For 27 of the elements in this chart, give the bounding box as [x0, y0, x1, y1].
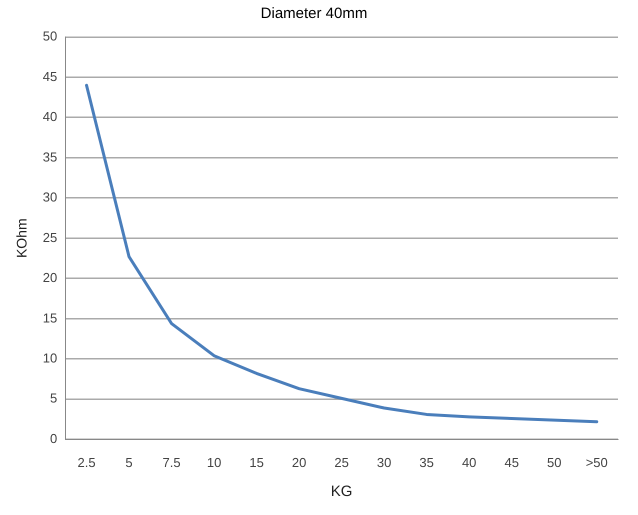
y-tick-label: 25 — [42, 230, 58, 245]
y-tick-label: 0 — [50, 430, 58, 446]
x-tick-label: 10 — [206, 454, 222, 470]
y-tick-label: 35 — [42, 149, 58, 164]
chart-title: Diameter 40mm — [260, 5, 368, 22]
x-tick-label: 45 — [504, 454, 519, 470]
x-tick-label: 50 — [546, 454, 562, 470]
y-tick-label: 40 — [42, 109, 58, 124]
x-tick-label: 25 — [334, 454, 349, 470]
x-tick-label: 20 — [292, 454, 306, 470]
x-tick-label: 2.5 — [77, 454, 96, 470]
y-tick-label: 5 — [50, 390, 58, 406]
x-tick-label: >50 — [586, 454, 608, 470]
y-tick-label: 45 — [42, 68, 58, 84]
y-tick-label: 15 — [42, 310, 58, 326]
x-tick-label: 40 — [462, 454, 476, 470]
x-tick-label: 15 — [249, 454, 264, 470]
y-tick-label: 10 — [42, 350, 58, 366]
x-tick-label: 30 — [376, 454, 392, 470]
x-tick-label: 7.5 — [162, 454, 181, 470]
x-tick-label: 5 — [125, 454, 133, 470]
y-tick-label: 20 — [42, 270, 58, 286]
y-tick-label: 30 — [42, 190, 58, 205]
y-axis-title: KOhm — [13, 218, 30, 258]
x-tick-label: 35 — [419, 454, 434, 470]
y-tick-label: 50 — [42, 28, 58, 44]
x-axis-title: KG — [330, 483, 352, 500]
